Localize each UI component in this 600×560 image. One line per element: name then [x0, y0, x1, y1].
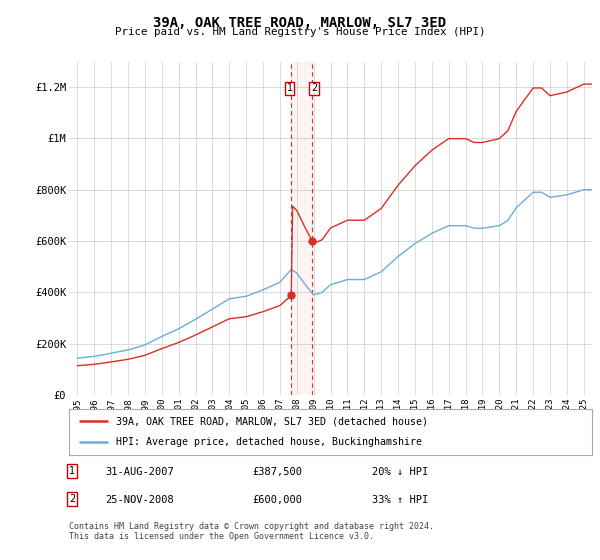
- Text: £600,000: £600,000: [252, 495, 302, 505]
- Text: HPI: Average price, detached house, Buckinghamshire: HPI: Average price, detached house, Buck…: [116, 437, 422, 447]
- Text: 1: 1: [69, 466, 75, 476]
- Text: 2: 2: [69, 494, 75, 504]
- Text: 20% ↓ HPI: 20% ↓ HPI: [372, 467, 428, 477]
- Text: 39A, OAK TREE ROAD, MARLOW, SL7 3ED (detached house): 39A, OAK TREE ROAD, MARLOW, SL7 3ED (det…: [116, 416, 428, 426]
- Text: Contains HM Land Registry data © Crown copyright and database right 2024.
This d: Contains HM Land Registry data © Crown c…: [69, 522, 434, 542]
- Text: 1: 1: [287, 83, 293, 94]
- Text: 2: 2: [311, 83, 317, 94]
- Text: Price paid vs. HM Land Registry's House Price Index (HPI): Price paid vs. HM Land Registry's House …: [115, 27, 485, 37]
- Text: 33% ↑ HPI: 33% ↑ HPI: [372, 495, 428, 505]
- Text: 25-NOV-2008: 25-NOV-2008: [105, 495, 174, 505]
- Text: 39A, OAK TREE ROAD, MARLOW, SL7 3ED: 39A, OAK TREE ROAD, MARLOW, SL7 3ED: [154, 16, 446, 30]
- Text: £387,500: £387,500: [252, 467, 302, 477]
- Text: 31-AUG-2007: 31-AUG-2007: [105, 467, 174, 477]
- Bar: [291, 62, 313, 395]
